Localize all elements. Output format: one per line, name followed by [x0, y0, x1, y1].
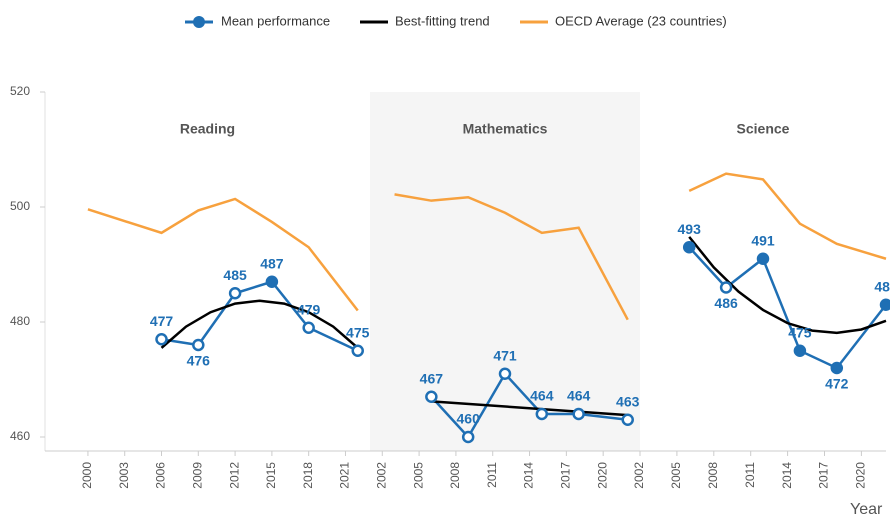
data-label: 479 [297, 301, 321, 317]
oecd-line [87, 197, 359, 312]
x-tick-label: 2002 [632, 462, 646, 489]
mean-marker [682, 241, 696, 254]
mean-marker [498, 367, 512, 380]
data-label: 471 [493, 347, 517, 363]
x-tick-label: 2000 [80, 462, 94, 489]
mean-marker [228, 287, 242, 300]
mean-marker [572, 407, 585, 421]
data-label: 472 [825, 376, 849, 392]
mean-marker [879, 298, 890, 311]
y-tick-label: 520 [10, 84, 30, 98]
x-tick-label: 2003 [117, 462, 131, 489]
x-tick-label: 2018 [301, 462, 315, 489]
mean-line [688, 246, 887, 370]
mean-marker [351, 344, 364, 357]
data-label: 476 [187, 353, 211, 369]
x-tick-label: 2014 [780, 462, 794, 489]
mean-line [430, 371, 628, 440]
panel-title: Science [737, 121, 790, 137]
mean-marker [265, 275, 279, 288]
x-tick-label: 2014 [522, 462, 536, 489]
x-tick-label: 2011 [743, 462, 757, 488]
data-label: 475 [788, 324, 812, 340]
data-label: 477 [150, 313, 174, 329]
mean-marker [756, 252, 770, 265]
x-tick-label: 2020 [595, 462, 609, 489]
x-tick-label: 2006 [154, 462, 168, 489]
x-tick-label: 2012 [227, 462, 241, 489]
mean-marker [155, 333, 168, 346]
data-label: 493 [678, 221, 702, 237]
panel-title: Reading [180, 121, 235, 137]
legend-label: Mean performance [221, 13, 330, 28]
x-tick-label: 2011 [485, 462, 499, 488]
x-axis-label: Year [850, 501, 883, 518]
x-tick-label: 2002 [374, 462, 388, 489]
oecd-line [688, 172, 887, 260]
mean-marker [793, 344, 807, 357]
mean-marker [535, 407, 549, 421]
x-tick-label: 2008 [448, 462, 462, 489]
x-tick-label: 2005 [669, 462, 683, 489]
oecd-line [394, 193, 629, 321]
data-label: 487 [260, 255, 284, 271]
x-tick-label: 2008 [706, 462, 720, 489]
data-label: 464 [567, 388, 591, 404]
x-tick-label: 2009 [190, 462, 204, 489]
x-tick-label: 2017 [559, 462, 573, 489]
data-label: 491 [751, 232, 775, 248]
legend-label: OECD Average (23 countries) [555, 13, 727, 28]
mean-marker [302, 321, 315, 334]
x-tick-label: 2005 [411, 462, 425, 489]
trend-line [431, 400, 628, 417]
x-tick-label: 2020 [854, 462, 868, 489]
x-tick-label: 2021 [338, 462, 352, 489]
panel-title: Mathematics [463, 121, 548, 137]
mean-line [161, 280, 359, 352]
mean-marker [461, 430, 475, 444]
data-label: 463 [616, 393, 640, 409]
trend-line [160, 299, 359, 349]
mean-marker [192, 338, 205, 352]
data-label: 485 [223, 267, 247, 283]
y-tick-label: 500 [10, 199, 30, 213]
data-label: 475 [346, 324, 370, 340]
data-label: 467 [420, 370, 444, 386]
mean-marker [621, 413, 634, 426]
mean-marker [425, 390, 438, 403]
y-tick-label: 480 [10, 314, 30, 328]
x-tick-label: 2017 [817, 462, 831, 489]
x-tick-label: 2015 [264, 462, 278, 489]
legend-marker [193, 16, 205, 28]
data-label: 464 [530, 388, 554, 404]
legend-label: Best-fitting trend [395, 13, 490, 28]
mean-marker [719, 281, 733, 294]
mean-marker [830, 361, 844, 375]
data-label: 483 [874, 278, 890, 294]
trend-line [688, 236, 887, 335]
panel-background [370, 92, 640, 451]
y-tick-label: 460 [10, 429, 30, 443]
data-label: 486 [714, 295, 738, 311]
data-label: 460 [457, 411, 481, 427]
